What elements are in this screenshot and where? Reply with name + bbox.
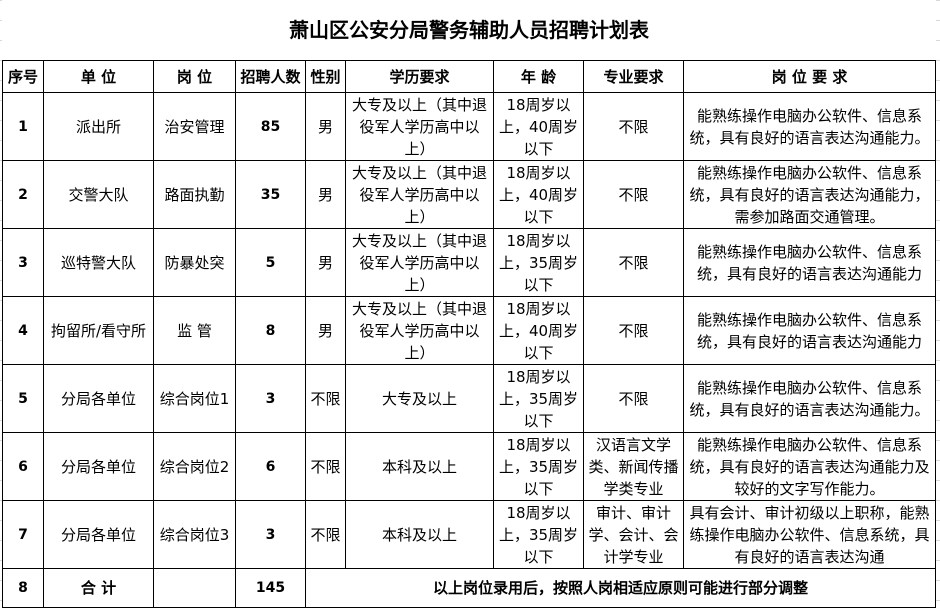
cell-req: 能熟练操作电脑办公软件、信息系统，具有良好的语言表达沟通能力 <box>683 296 936 365</box>
cell-post: 监 管 <box>153 296 236 365</box>
cell-unit: 分局各单位 <box>43 500 154 569</box>
cell-edu: 大专及以上（其中退役军人学历高中以上） <box>345 228 494 297</box>
cell-no: 7 <box>2 500 44 569</box>
cell-age: 18周岁以上，35周岁以下 <box>493 432 584 501</box>
cell-major: 不限 <box>583 228 684 297</box>
cell-major: 不限 <box>583 92 684 161</box>
cell-no: 6 <box>2 432 44 501</box>
cell-age: 18周岁以上，40周岁以下 <box>493 160 584 229</box>
cell-no: 5 <box>2 364 44 433</box>
cell-unit: 巡特警大队 <box>43 228 154 297</box>
table-row: 5 分局各单位 综合岗位1 3 不限 大专及以上 18周岁以上，35周岁以下 不限 能熟练操作电… <box>2 364 936 433</box>
table-row: 4 拘留所/看守所监 管 8 男大专及以上（其中退役军人学历高中以上） 18周岁以上，4… <box>2 296 936 365</box>
page-title: 萧山区公安分局警务辅助人员招聘计划表 <box>2 0 936 61</box>
total-label: 合 计 <box>43 568 154 608</box>
cell-age: 18周岁以上，35周岁以下 <box>493 500 584 569</box>
table-row: 2 交警大队 路面执勤 35 男大专及以上（其中退役军人学历高中以上） 18周岁以上，40… <box>2 160 936 229</box>
table-row: 1 派出所 治安管理 85 男大专及以上（其中退役军人学历高中以上） 18周岁以上，40周… <box>2 92 936 161</box>
cell-major: 不限 <box>583 160 684 229</box>
cell-edu: 大专及以上（其中退役军人学历高中以上） <box>345 92 494 161</box>
cell-no: 3 <box>2 228 44 297</box>
cell-count: 3 <box>235 364 306 433</box>
column-header: 性别 <box>305 60 346 93</box>
column-header: 岗 位 要 求 <box>683 60 936 93</box>
cell-edu: 大专及以上（其中退役军人学历高中以上） <box>345 296 494 365</box>
table-row: 6 分局各单位 综合岗位2 6 不限 本科及以上 18周岁以上，35周岁以下 汉语言文学类、新… <box>2 432 936 501</box>
cell-req: 能熟练操作电脑办公软件、信息系统，具有良好的语言表达沟通能力，需参加路面交通管理… <box>683 160 936 229</box>
cell-post <box>153 568 236 608</box>
cell-post: 综合岗位2 <box>153 432 236 501</box>
cell-count: 35 <box>235 160 306 229</box>
cell-major: 不限 <box>583 364 684 433</box>
total-count: 145 <box>235 568 306 608</box>
cell-gender: 不限 <box>305 364 346 433</box>
cell-no: 1 <box>2 92 44 161</box>
cell-age: 18周岁以上，35周岁以下 <box>493 228 584 297</box>
cell-unit: 分局各单位 <box>43 364 154 433</box>
cell-no: 8 <box>2 568 44 608</box>
cell-unit: 派出所 <box>43 92 154 161</box>
cell-age: 18周岁以上，40周岁以下 <box>493 296 584 365</box>
cell-age: 18周岁以上，35周岁以下 <box>493 364 584 433</box>
column-header: 专业要求 <box>583 60 684 93</box>
cell-count: 3 <box>235 500 306 569</box>
cell-edu: 本科及以上 <box>345 500 494 569</box>
cell-edu: 大专及以上 <box>345 364 494 433</box>
cell-req: 能熟练操作电脑办公软件、信息系统，具有良好的语言表达沟通能力。 <box>683 92 936 161</box>
cell-no: 2 <box>2 160 44 229</box>
cell-age: 18周岁以上，40周岁以下 <box>493 92 584 161</box>
column-header: 招聘人数 <box>235 60 306 93</box>
cell-gender: 男 <box>305 296 346 365</box>
column-header: 序号 <box>2 60 44 93</box>
cell-gender: 男 <box>305 92 346 161</box>
cell-post: 路面执勤 <box>153 160 236 229</box>
table-row: 7 分局各单位 综合岗位3 3 不限 本科及以上 18周岁以上，35周岁以下 审计、审计学、会… <box>2 500 936 569</box>
table-row: 3 巡特警大队 防暴处突 5 男大专及以上（其中退役军人学历高中以上） 18周岁以上，35… <box>2 228 936 297</box>
cell-major: 审计、审计学、会计、会计学专业 <box>583 500 684 569</box>
column-header: 年 龄 <box>493 60 584 93</box>
cell-edu: 本科及以上 <box>345 432 494 501</box>
cell-count: 6 <box>235 432 306 501</box>
cell-gender: 不限 <box>305 432 346 501</box>
cell-req: 能熟练操作电脑办公软件、信息系统，具有良好的语言表达沟通能力。 <box>683 364 936 433</box>
cell-major: 汉语言文学类、新闻传播学类专业 <box>583 432 684 501</box>
cell-req: 具有会计、审计初级以上职称，能熟练操作电脑办公软件、信息系统，具有良好的语言表达… <box>683 500 936 569</box>
cell-gender: 不限 <box>305 500 346 569</box>
column-header: 单 位 <box>43 60 154 93</box>
cell-post: 防暴处突 <box>153 228 236 297</box>
cell-req: 能熟练操作电脑办公软件、信息系统，具有良好的语言表达沟通能力 <box>683 228 936 297</box>
cell-count: 8 <box>235 296 306 365</box>
cell-edu: 大专及以上（其中退役军人学历高中以上） <box>345 160 494 229</box>
cell-gender: 男 <box>305 228 346 297</box>
cell-no: 4 <box>2 296 44 365</box>
cell-gender: 男 <box>305 160 346 229</box>
cell-post: 综合岗位1 <box>153 364 236 433</box>
total-row: 8 合 计 145 以上岗位录用后，按照人岗相适应原则可能进行部分调整 <box>2 568 936 608</box>
column-header: 学历要求 <box>345 60 494 93</box>
cell-unit: 交警大队 <box>43 160 154 229</box>
cell-unit: 分局各单位 <box>43 432 154 501</box>
column-header: 岗 位 <box>153 60 236 93</box>
total-note: 以上岗位录用后，按照人岗相适应原则可能进行部分调整 <box>305 568 936 608</box>
cell-count: 5 <box>235 228 306 297</box>
cell-major: 不限 <box>583 296 684 365</box>
cell-count: 85 <box>235 92 306 161</box>
cell-post: 治安管理 <box>153 92 236 161</box>
cell-post: 综合岗位3 <box>153 500 236 569</box>
cell-unit: 拘留所/看守所 <box>43 296 154 365</box>
cell-req: 能熟练操作电脑办公软件、信息系统，具有良好的语言表达沟通能力及较好的文字写作能力… <box>683 432 936 501</box>
